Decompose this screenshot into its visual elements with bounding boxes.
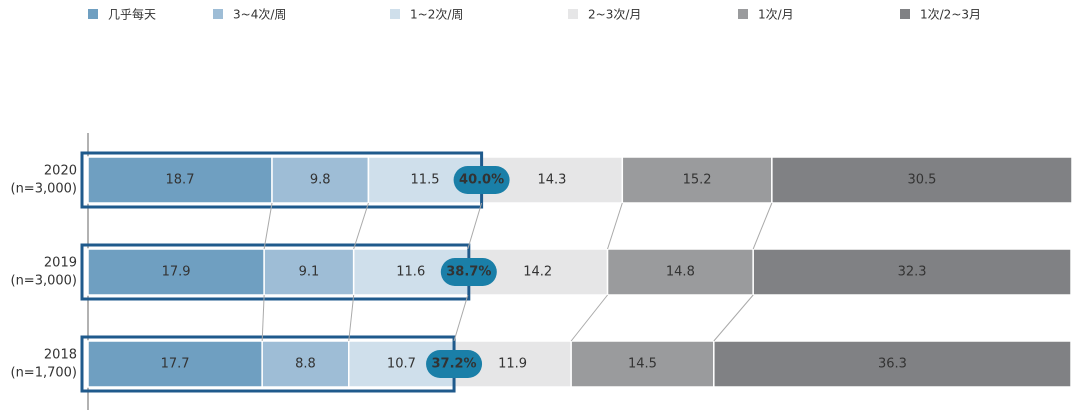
sample-size-label: (n=3,000) bbox=[11, 182, 78, 197]
connector bbox=[453, 294, 469, 342]
category-label: 2018 bbox=[44, 348, 77, 363]
connector bbox=[263, 202, 273, 250]
connector bbox=[348, 294, 355, 342]
value-label: 17.7 bbox=[161, 357, 190, 372]
connector bbox=[353, 202, 369, 250]
value-label: 17.9 bbox=[162, 265, 191, 280]
highlight-label: 38.7% bbox=[446, 265, 491, 280]
bar-segment bbox=[570, 340, 715, 388]
legend-swatch bbox=[88, 9, 98, 19]
bar-segment bbox=[87, 340, 263, 388]
sample-size-label: (n=1,700) bbox=[11, 366, 78, 381]
value-label: 8.8 bbox=[295, 357, 316, 372]
category-label: 2020 bbox=[44, 164, 77, 179]
value-label: 14.8 bbox=[666, 265, 695, 280]
value-label: 9.1 bbox=[299, 265, 320, 280]
legend-swatch bbox=[738, 9, 748, 19]
legend-swatch bbox=[568, 9, 578, 19]
bar-segment bbox=[261, 340, 350, 388]
connector bbox=[261, 294, 265, 342]
legend-label: 几乎每天 bbox=[108, 7, 156, 22]
bar-segment bbox=[713, 340, 1072, 388]
sample-size-label: (n=3,000) bbox=[11, 274, 78, 289]
value-label: 14.5 bbox=[628, 357, 657, 372]
value-label: 14.3 bbox=[537, 173, 566, 188]
value-label: 30.5 bbox=[907, 173, 936, 188]
legend-label: 1~2次/周 bbox=[410, 8, 463, 22]
legend-label: 2~3次/月 bbox=[588, 8, 641, 22]
legend-swatch bbox=[390, 9, 400, 19]
value-label: 11.5 bbox=[411, 173, 440, 188]
legend-label: 3~4次/周 bbox=[233, 8, 286, 22]
legend-swatch bbox=[213, 9, 223, 19]
value-label: 10.7 bbox=[387, 357, 416, 372]
value-label: 18.7 bbox=[166, 173, 195, 188]
value-label: 15.2 bbox=[683, 173, 712, 188]
value-label: 32.3 bbox=[898, 265, 927, 280]
legend-label: 1次/月 bbox=[758, 8, 794, 22]
highlight-pill bbox=[453, 166, 510, 194]
value-label: 9.8 bbox=[310, 173, 331, 188]
connector bbox=[607, 202, 623, 250]
legend-swatch bbox=[900, 9, 910, 19]
highlight-pill bbox=[440, 258, 497, 286]
bar-segment bbox=[606, 248, 754, 296]
value-label: 14.2 bbox=[523, 265, 552, 280]
highlight-label: 40.0% bbox=[459, 173, 504, 188]
category-label: 2019 bbox=[44, 256, 77, 271]
bar-segment bbox=[271, 156, 370, 204]
connector bbox=[467, 202, 483, 250]
connector bbox=[713, 294, 754, 342]
highlight-pill bbox=[426, 350, 483, 378]
highlight-label: 37.2% bbox=[431, 357, 476, 372]
bar-segment bbox=[752, 248, 1072, 296]
value-label: 11.9 bbox=[498, 357, 527, 372]
value-label: 36.3 bbox=[878, 357, 907, 372]
value-label: 11.6 bbox=[396, 265, 425, 280]
bar-segment bbox=[771, 156, 1073, 204]
connector bbox=[752, 202, 773, 250]
legend-label: 1次/2~3月 bbox=[920, 8, 981, 22]
connector bbox=[570, 294, 608, 342]
